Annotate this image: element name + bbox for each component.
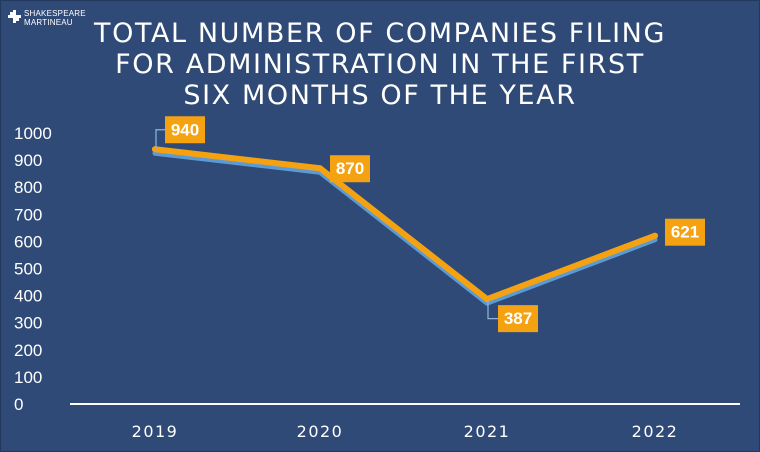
data-point bbox=[152, 146, 158, 153]
y-tick-label: 700 bbox=[14, 205, 42, 224]
chart-title: TOTAL NUMBER OF COMPANIES FILING FOR ADM… bbox=[0, 18, 760, 111]
data-label: 387 bbox=[504, 309, 532, 328]
plus-star-icon bbox=[8, 10, 21, 23]
y-tick-label: 200 bbox=[14, 341, 42, 360]
data-point bbox=[484, 296, 490, 303]
data-label-box bbox=[330, 155, 370, 183]
data-label-box bbox=[498, 305, 538, 333]
chart-title-line-2: FOR ADMINISTRATION IN THE FIRST bbox=[115, 49, 645, 80]
data-label: 621 bbox=[671, 223, 699, 242]
y-tick-label: 300 bbox=[14, 314, 42, 333]
y-tick-label: 500 bbox=[14, 260, 42, 279]
series-line-shadow bbox=[152, 150, 658, 306]
y-tick-label: 400 bbox=[14, 287, 42, 306]
chart-title-line-3: SIX MONTHS OF THE YEAR bbox=[183, 80, 577, 111]
y-tick-label: 0 bbox=[14, 395, 23, 414]
y-tick-label: 800 bbox=[14, 178, 42, 197]
x-tick-label: 2021 bbox=[464, 422, 511, 441]
y-tick-label: 100 bbox=[14, 368, 42, 387]
data-label-box bbox=[165, 116, 205, 144]
x-tick-label: 2022 bbox=[632, 422, 679, 441]
brand-name-line2: MARTINEAU bbox=[24, 18, 73, 27]
y-tick-label: 600 bbox=[14, 232, 42, 251]
y-tick-label: 900 bbox=[14, 151, 42, 170]
data-label-leader bbox=[155, 129, 165, 150]
y-tick-label: 1000 bbox=[14, 124, 52, 143]
x-tick-label: 2020 bbox=[297, 422, 344, 441]
series-line bbox=[152, 146, 658, 303]
brand-name-line1: SHAKESPEARE bbox=[24, 9, 86, 18]
data-label-box bbox=[665, 218, 705, 246]
data-label: 870 bbox=[336, 159, 364, 178]
data-point bbox=[317, 165, 323, 172]
chart-title-line-1: TOTAL NUMBER OF COMPANIES FILING bbox=[94, 18, 666, 49]
data-label: 940 bbox=[171, 120, 199, 139]
data-point bbox=[652, 232, 658, 239]
brand-logo: SHAKESPEARE MARTINEAU bbox=[8, 9, 86, 27]
data-label-leader bbox=[487, 299, 498, 320]
x-tick-label: 2019 bbox=[132, 422, 179, 441]
